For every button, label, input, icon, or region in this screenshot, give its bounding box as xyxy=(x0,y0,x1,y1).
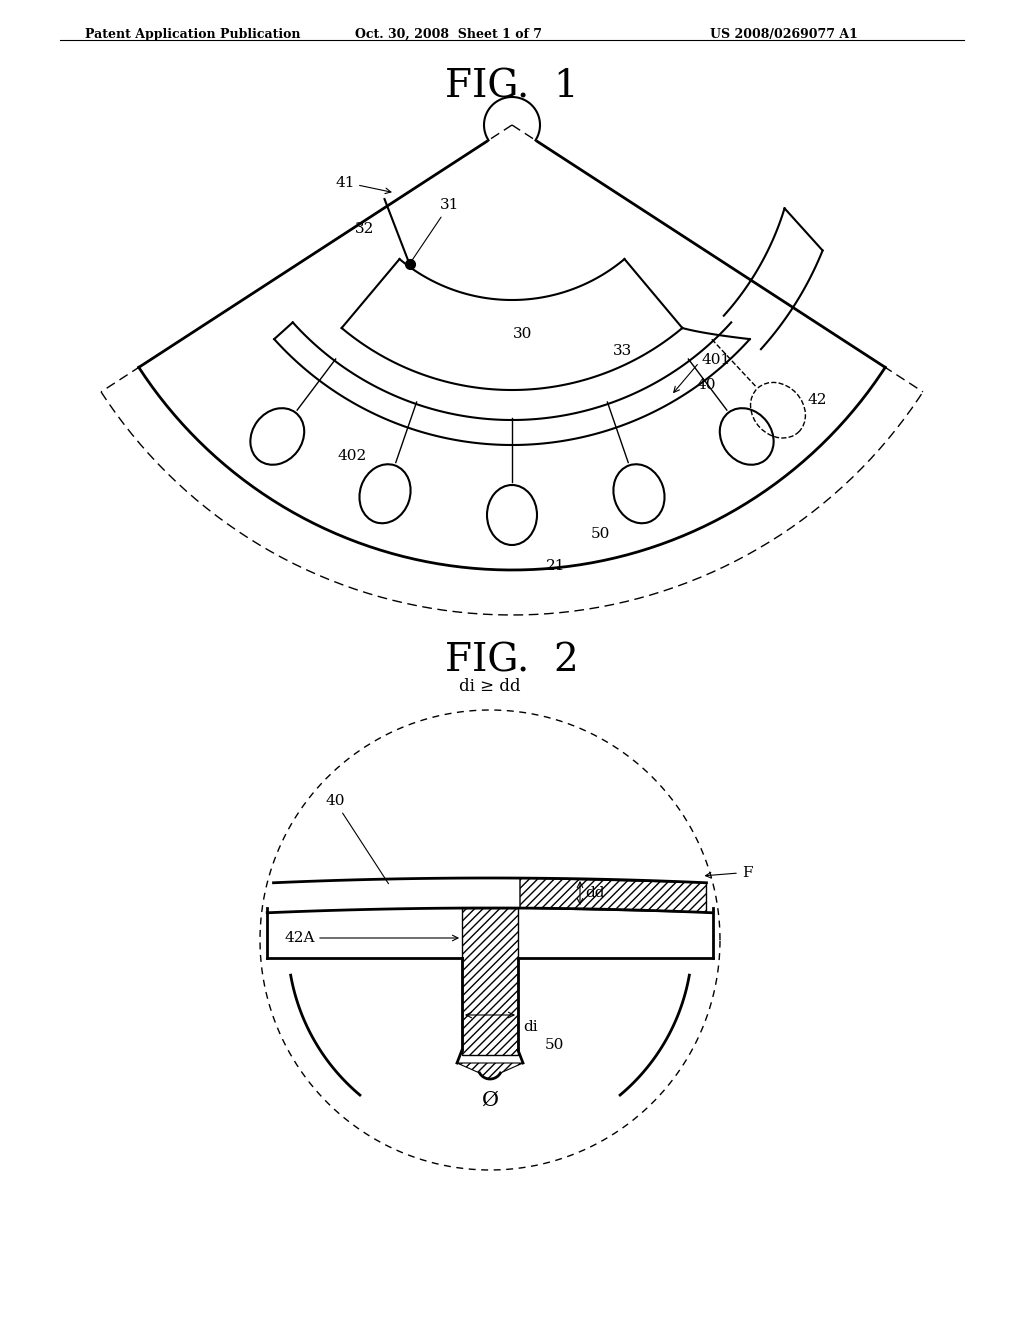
Text: 401: 401 xyxy=(701,354,730,367)
Polygon shape xyxy=(457,1063,523,1078)
Text: FIG.  2: FIG. 2 xyxy=(445,642,579,678)
Text: Oct. 30, 2008  Sheet 1 of 7: Oct. 30, 2008 Sheet 1 of 7 xyxy=(355,28,542,41)
Text: di: di xyxy=(523,1020,538,1034)
Text: di ≥ dd: di ≥ dd xyxy=(459,678,521,696)
Text: 50: 50 xyxy=(591,527,610,540)
Text: 30: 30 xyxy=(513,327,532,341)
Text: 40: 40 xyxy=(325,795,388,883)
Text: 32: 32 xyxy=(355,222,375,236)
Text: 41: 41 xyxy=(335,176,355,190)
Text: dd: dd xyxy=(585,886,604,900)
Text: Patent Application Publication: Patent Application Publication xyxy=(85,28,300,41)
Text: 40: 40 xyxy=(696,379,716,392)
Text: F: F xyxy=(742,866,753,880)
Polygon shape xyxy=(520,878,707,912)
Text: FIG.  1: FIG. 1 xyxy=(445,69,579,106)
Text: US 2008/0269077 A1: US 2008/0269077 A1 xyxy=(710,28,858,41)
Text: Ø: Ø xyxy=(481,1090,499,1110)
Text: 42: 42 xyxy=(808,393,827,408)
Polygon shape xyxy=(462,908,518,1055)
Text: 33: 33 xyxy=(612,345,632,358)
Text: 50: 50 xyxy=(545,1038,564,1052)
Text: 402: 402 xyxy=(337,450,367,463)
Text: 31: 31 xyxy=(411,198,459,261)
Text: 21: 21 xyxy=(546,558,565,573)
Text: 42A: 42A xyxy=(285,931,315,945)
